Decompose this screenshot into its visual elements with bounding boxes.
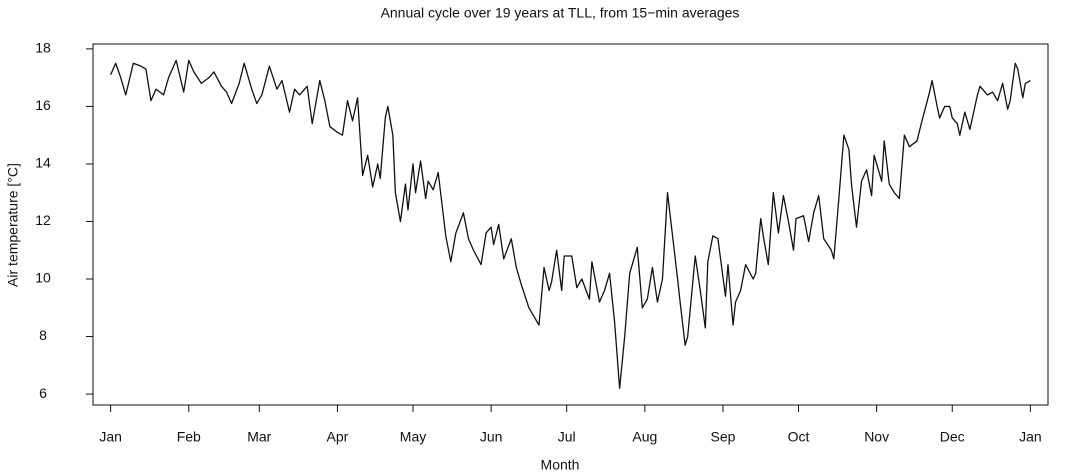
x-tick-label: Jun [480, 429, 503, 445]
y-tick-label: 10 [35, 270, 51, 286]
y-tick-label: 18 [35, 40, 51, 56]
x-tick-label: Apr [327, 429, 349, 445]
x-tick-label: Jul [558, 429, 576, 445]
y-tick-label: 8 [39, 327, 47, 343]
x-tick-label: Dec [940, 429, 965, 445]
x-tick-label: May [400, 429, 426, 445]
x-tick-label: Oct [788, 429, 810, 445]
chart-title: Annual cycle over 19 years at TLL, from … [381, 5, 740, 21]
y-tick-label: 14 [35, 155, 51, 171]
x-tick-label: Nov [864, 429, 889, 445]
x-tick-label: Mar [247, 429, 271, 445]
plot-frame [92, 43, 1049, 406]
y-tick-label: 12 [35, 212, 51, 228]
x-tick-label: Sep [710, 429, 735, 445]
y-tick-label: 16 [35, 97, 51, 113]
x-tick-label: Feb [177, 429, 201, 445]
data-line [110, 59, 1031, 389]
x-tick-label: Jan [99, 429, 122, 445]
x-tick-label: Jan [1019, 429, 1042, 445]
x-tick-label: Aug [632, 429, 657, 445]
y-axis-label: Air temperature [°C] [5, 163, 21, 287]
y-tick-label: 6 [39, 385, 47, 401]
x-axis-label: Month [541, 457, 580, 473]
